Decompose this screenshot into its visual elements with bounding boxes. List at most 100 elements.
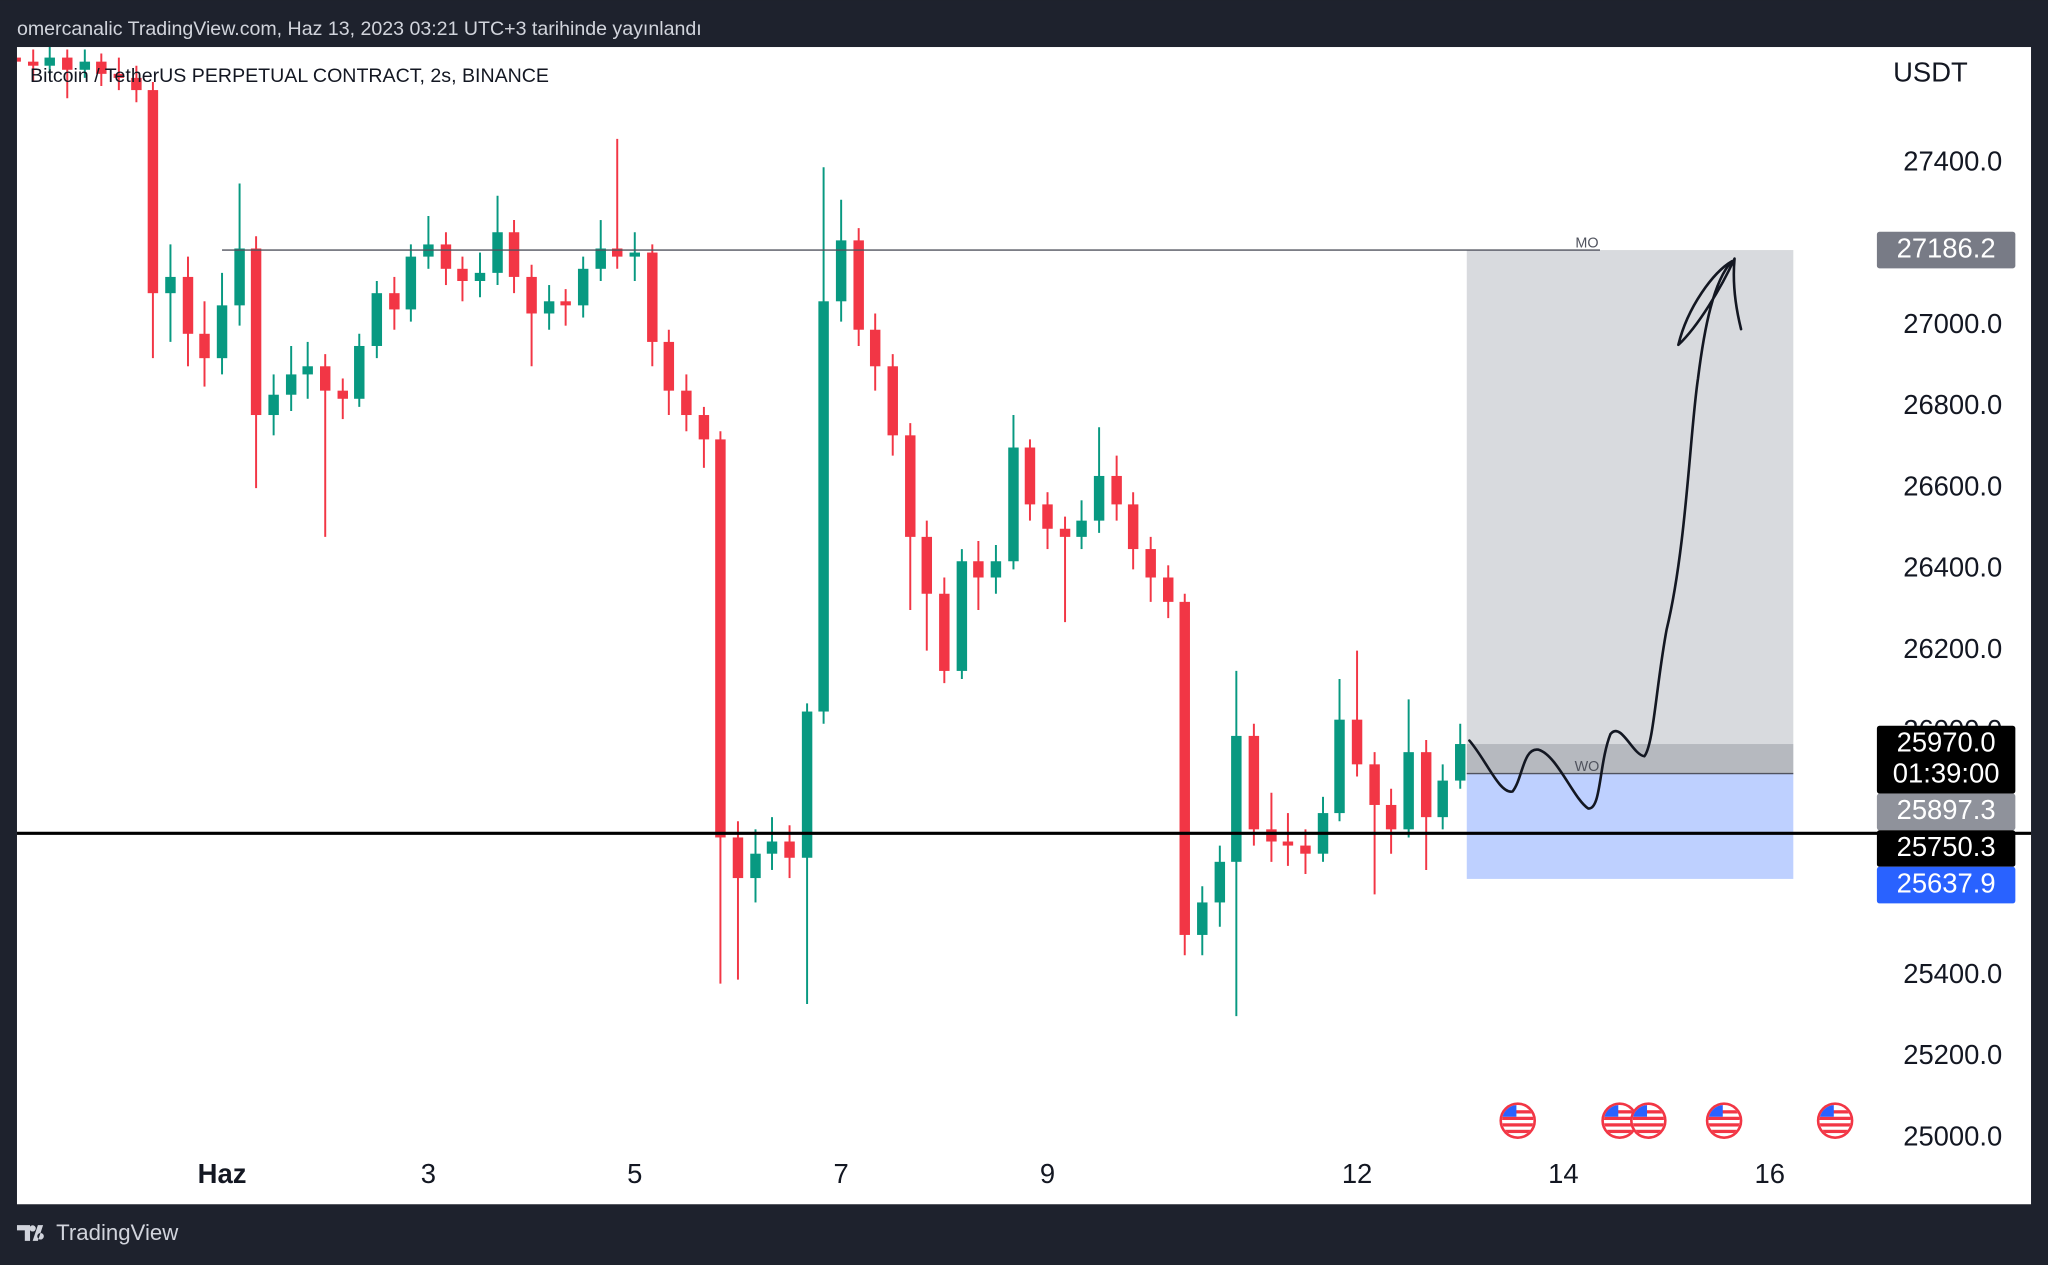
candle-body (526, 276, 537, 314)
flag-stripe (1632, 1110, 1664, 1114)
y-tick-label: 25000.0 (1903, 1120, 2002, 1151)
flag-stripe (1502, 1110, 1534, 1114)
candle-body (492, 232, 503, 273)
flag-stripe (1708, 1116, 1740, 1121)
flag-canton (1708, 1104, 1723, 1117)
y-tick-label: 27000.0 (1903, 308, 2002, 339)
candle-body (113, 73, 125, 78)
event-flag (1819, 1104, 1851, 1134)
candle-body (1282, 841, 1294, 846)
candle-body (1076, 520, 1087, 537)
event-flag (1708, 1104, 1740, 1134)
candle-body (543, 301, 555, 314)
candle-body (595, 248, 606, 269)
flag-canton (1632, 1104, 1648, 1117)
current-band (1466, 744, 1794, 774)
candle-body (1266, 829, 1277, 842)
flag-stripe (1819, 1129, 1851, 1134)
flag-stripe (1632, 1116, 1664, 1121)
candle-body (801, 711, 813, 858)
flag-canton (1603, 1104, 1619, 1117)
candle-body (869, 329, 881, 367)
footer-logo (16, 1225, 44, 1241)
event-icon (1630, 1102, 1667, 1139)
x-tick-label: 7 (834, 1158, 849, 1189)
x-tick-label: 16 (1755, 1158, 1785, 1189)
event-flag (1632, 1104, 1664, 1134)
candle-body (337, 390, 348, 399)
candle-body (990, 561, 1002, 578)
candle-body (285, 374, 297, 395)
publish-header: omercanalic TradingView.com, Haz 13, 202… (17, 18, 702, 40)
candle-body (1059, 528, 1071, 537)
candle-body (887, 366, 898, 436)
candle-body (268, 394, 279, 416)
candle-body (732, 837, 744, 879)
price-label-bg (1876, 231, 2016, 269)
event-flag (1502, 1104, 1534, 1134)
candle-body (1024, 447, 1036, 505)
candle-body (921, 536, 933, 594)
event-flag (1603, 1104, 1636, 1134)
candle-body (147, 90, 159, 294)
price-label: 25750.3 (1897, 831, 1996, 862)
x-tick-label: 5 (627, 1158, 642, 1189)
candle-body (1145, 549, 1156, 578)
candle-body (457, 268, 468, 281)
y-tick-label: 27400.0 (1903, 145, 2002, 176)
candle-body (1369, 764, 1380, 805)
candle-body (663, 341, 675, 391)
candle-body (354, 345, 365, 399)
flag-stripe (1603, 1129, 1636, 1134)
event-icon (1601, 1102, 1638, 1139)
candle-body (389, 293, 400, 310)
candle-body (405, 256, 417, 310)
event-icon (1705, 1102, 1743, 1139)
y-tick-label: 26400.0 (1903, 552, 2002, 583)
candle-body (79, 61, 91, 70)
symbol-title: Bitcoin / TetherUS PERPETUAL CONTRACT, 2… (30, 65, 549, 87)
flag-stripe (1603, 1110, 1636, 1114)
candle-body (182, 276, 194, 334)
candle-body (1403, 752, 1414, 830)
price-label: 25637.9 (1897, 867, 1996, 898)
candle-body (973, 561, 984, 578)
event-icon (1499, 1102, 1536, 1139)
candle-body (474, 272, 486, 281)
candle-body (62, 57, 73, 70)
flag-stripe (1708, 1129, 1740, 1134)
candle-body (27, 61, 39, 66)
y-tick-label: 26600.0 (1903, 470, 2002, 501)
overlay: MO WO (16, 235, 2032, 835)
candle-body (371, 293, 383, 346)
candle-body (44, 57, 55, 66)
candle-body (302, 366, 313, 375)
flag-stripe (1819, 1116, 1851, 1121)
price-label: 25897.3 (1897, 794, 1996, 825)
price-label-bg (1876, 866, 2016, 904)
x-tick-label: 14 (1548, 1158, 1578, 1189)
flag-stripe (1819, 1110, 1851, 1114)
y-tick-label: 25400.0 (1903, 958, 2002, 989)
level-tag: WO (1575, 759, 1600, 775)
candle-body (1231, 735, 1242, 862)
profit-zone (1466, 250, 1794, 774)
plot-area (16, 47, 1794, 1017)
candle-body (956, 561, 968, 671)
flag-stripe (1502, 1116, 1534, 1121)
candle-body (440, 244, 452, 269)
footer-brand: TradingView (56, 1220, 179, 1245)
candle-body (577, 268, 589, 306)
x-tick-label: 9 (1040, 1158, 1055, 1189)
currency-label: USDT (1893, 57, 1968, 88)
candle-body (1455, 744, 1466, 781)
candle-body (320, 366, 331, 391)
candle-body (1248, 735, 1260, 830)
candle-body (629, 252, 640, 257)
y-tick-label: 26800.0 (1903, 389, 2002, 420)
candle-body (1300, 845, 1311, 854)
price-label-bg (1876, 793, 2016, 831)
candle-body (508, 232, 520, 277)
